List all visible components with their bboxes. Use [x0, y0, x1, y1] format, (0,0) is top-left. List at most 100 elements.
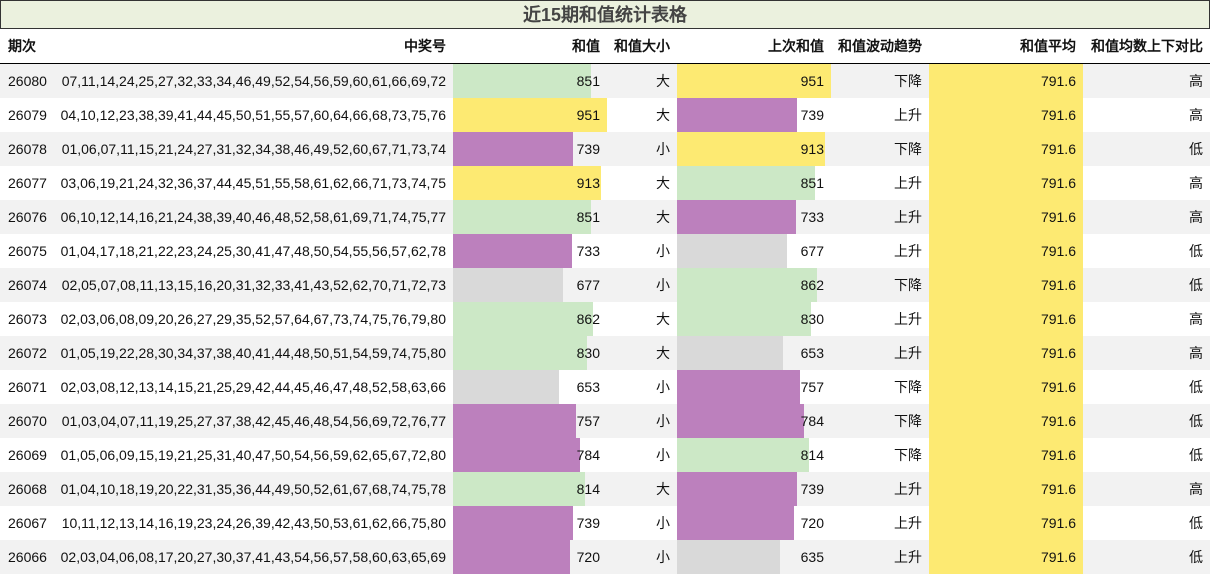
data-bar [929, 166, 1083, 200]
data-bar [453, 64, 591, 98]
column-header: 和值大小 [614, 38, 670, 54]
data-bar [453, 404, 576, 438]
table-cell: 791.6 [1040, 345, 1076, 361]
table-cell: 26072 [8, 345, 47, 361]
table-cell: 上升 [894, 345, 922, 361]
table-cell: 26071 [8, 379, 47, 395]
table-cell: 大 [656, 209, 670, 225]
table-cell: 高 [1189, 73, 1203, 89]
data-bar [929, 132, 1083, 166]
table-cell: 913 [800, 141, 824, 157]
table-cell: 小 [656, 549, 670, 565]
data-bar [677, 506, 794, 540]
table-cell: 上升 [894, 209, 922, 225]
table-cell: 739 [576, 515, 600, 531]
table-cell: 01,05,06,09,15,19,21,25,31,40,47,50,54,5… [60, 447, 446, 463]
table-cell: 791.6 [1040, 175, 1076, 191]
table-cell: 26073 [8, 311, 47, 327]
data-bar [677, 540, 780, 574]
table-cell: 01,04,10,18,19,20,22,31,35,36,44,49,50,5… [60, 481, 446, 497]
column-header: 和值平均 [1020, 38, 1076, 54]
table-cell: 830 [576, 345, 600, 361]
table-cell: 791.6 [1040, 515, 1076, 531]
table-cell: 791.6 [1040, 209, 1076, 225]
table-cell: 791.6 [1040, 447, 1076, 463]
table-cell: 26079 [8, 107, 47, 123]
table-cell: 677 [800, 243, 824, 259]
table-cell: 下降 [894, 141, 922, 157]
header-border [0, 63, 1210, 64]
data-bar [453, 132, 573, 166]
table-cell: 高 [1189, 481, 1203, 497]
table-cell: 733 [800, 209, 824, 225]
table-cell: 07,11,14,24,25,27,32,33,34,46,49,52,54,5… [61, 73, 446, 89]
table-cell: 862 [800, 277, 824, 293]
table-cell: 低 [1189, 379, 1203, 395]
table-cell: 04,10,12,23,38,39,41,44,45,50,51,55,57,6… [60, 107, 446, 123]
table-cell: 高 [1189, 107, 1203, 123]
table-cell: 26068 [8, 481, 47, 497]
data-bar [453, 98, 607, 132]
table-cell: 26076 [8, 209, 47, 225]
table-cell: 739 [800, 107, 824, 123]
column-header: 和值波动趋势 [838, 38, 922, 54]
table-cell: 下降 [894, 413, 922, 429]
data-bar [453, 472, 585, 506]
table-cell: 高 [1189, 311, 1203, 327]
table-cell: 26069 [8, 447, 47, 463]
table-cell: 02,03,06,08,09,20,26,27,29,35,52,57,64,6… [60, 311, 446, 327]
table-cell: 小 [656, 141, 670, 157]
table-cell: 26077 [8, 175, 47, 191]
table-cell: 791.6 [1040, 549, 1076, 565]
table-cell: 791.6 [1040, 107, 1076, 123]
sheet-title: 近15期和值统计表格 [0, 0, 1210, 29]
data-bar [929, 506, 1083, 540]
table-cell: 791.6 [1040, 311, 1076, 327]
table-cell: 上升 [894, 549, 922, 565]
table-cell: 低 [1189, 413, 1203, 429]
table-cell: 851 [800, 175, 824, 191]
table-cell: 635 [800, 549, 824, 565]
table-cell: 784 [576, 447, 600, 463]
table-cell: 小 [656, 277, 670, 293]
table-cell: 784 [800, 413, 824, 429]
data-bar [929, 370, 1083, 404]
table-cell: 26080 [8, 73, 47, 89]
column-header: 上次和值 [768, 38, 824, 54]
table-cell: 01,03,04,07,11,19,25,27,37,38,42,45,46,4… [61, 413, 446, 429]
data-bar [677, 268, 817, 302]
data-bar [929, 336, 1083, 370]
data-bar [453, 540, 570, 574]
data-bar [677, 200, 796, 234]
data-bar [677, 336, 783, 370]
table-cell: 791.6 [1040, 277, 1076, 293]
data-bar [929, 472, 1083, 506]
data-bar [677, 132, 825, 166]
table-cell: 大 [656, 73, 670, 89]
column-header: 和值 [572, 38, 600, 54]
data-bar [453, 200, 591, 234]
table-cell: 低 [1189, 277, 1203, 293]
table-cell: 791.6 [1040, 141, 1076, 157]
table-cell: 低 [1189, 243, 1203, 259]
data-bar [929, 438, 1083, 472]
table-cell: 951 [576, 107, 600, 123]
table-cell: 大 [656, 311, 670, 327]
table-cell: 02,03,08,12,13,14,15,21,25,29,42,44,45,4… [60, 379, 446, 395]
data-bar [677, 302, 812, 336]
data-bar [453, 438, 580, 472]
table-cell: 757 [800, 379, 824, 395]
table-cell: 下降 [894, 73, 922, 89]
data-bar [929, 302, 1083, 336]
table-cell: 大 [656, 175, 670, 191]
table-cell: 791.6 [1040, 379, 1076, 395]
data-bar [677, 370, 800, 404]
table-cell: 大 [656, 107, 670, 123]
data-bar [929, 234, 1083, 268]
table-cell: 小 [656, 515, 670, 531]
table-cell: 26070 [8, 413, 47, 429]
table-cell: 上升 [894, 175, 922, 191]
table-cell: 814 [576, 481, 600, 497]
table-cell: 739 [576, 141, 600, 157]
table-cell: 733 [576, 243, 600, 259]
